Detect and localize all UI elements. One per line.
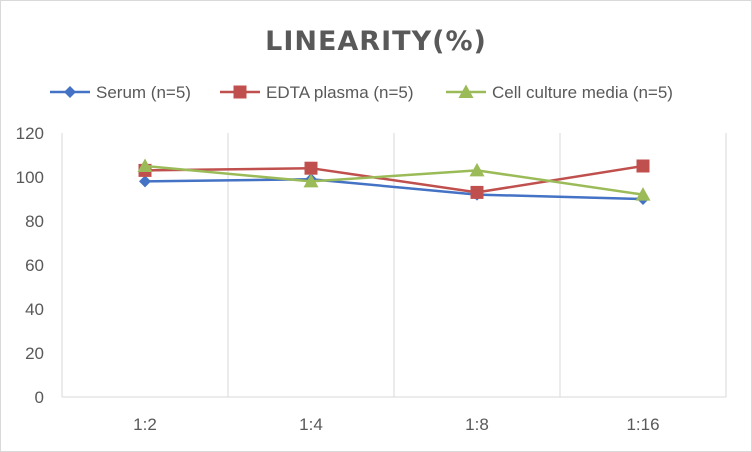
y-axis: 0 20 40 60 80 100 120 [16,124,44,407]
legend-label: EDTA plasma (n=5) [266,83,414,102]
x-tick-label: 1:4 [299,415,323,434]
series-line [144,164,644,196]
legend-marker [64,86,76,98]
series-layer [137,158,651,205]
y-tick-label: 120 [16,124,44,143]
data-point [470,185,484,199]
y-tick-label: 60 [25,256,44,275]
legend-label: Serum (n=5) [96,83,191,102]
y-tick-label: 40 [25,300,44,319]
legend-entry: Serum (n=5) [50,83,191,102]
series-line [144,177,644,201]
y-tick-label: 80 [25,212,44,231]
x-tick-label: 1:2 [133,415,157,434]
legend-marker [458,84,474,98]
data-point [139,175,151,188]
grid [61,133,727,397]
x-axis: 1:2 1:4 1:8 1:16 [62,396,726,434]
y-tick-label: 20 [25,344,44,363]
data-point [304,161,318,175]
legend-entry: EDTA plasma (n=5) [220,83,414,102]
data-point [636,159,650,173]
data-point [137,158,153,172]
series-2 [137,158,651,201]
x-tick-label: 1:16 [626,415,659,434]
data-point [469,162,485,177]
legend: Serum (n=5) EDTA plasma (n=5) Cell culture… [50,83,673,102]
chart-title: LINEARITY(%) [265,26,487,57]
x-tick-label: 1:8 [465,415,489,434]
y-tick-label: 100 [16,168,44,187]
legend-entry: Cell culture media (n=5) [446,83,673,102]
data-point [303,173,319,188]
legend-marker [233,85,247,99]
data-point [635,187,651,201]
legend-label: Cell culture media (n=5) [492,83,673,102]
y-tick-label: 0 [35,388,44,407]
series-line [144,164,644,194]
